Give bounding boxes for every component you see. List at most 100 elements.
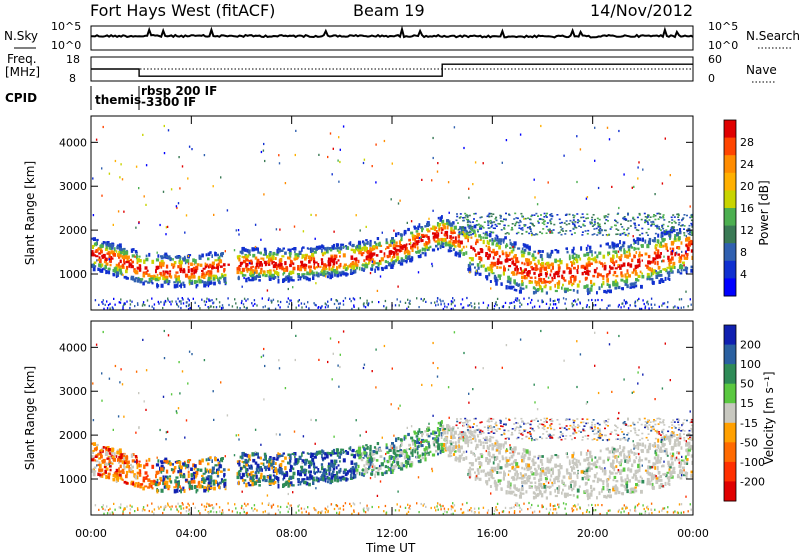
power-cell [193,280,197,285]
power-cell [150,277,154,280]
power-cell [509,246,512,249]
velocity-cell [624,459,627,463]
velocity-cell [488,458,491,463]
velocity-cell [346,470,349,475]
power-cell [213,301,215,304]
power-cell [545,280,548,284]
power-cell [114,303,116,306]
power-cell [469,304,471,307]
velocity-cell [404,452,408,457]
power-cell [123,303,125,306]
velocity-cell [155,474,157,479]
power-cell [663,255,665,258]
power-cell [474,233,477,238]
velocity-cell [532,462,536,467]
power-cell [596,291,598,295]
power-cell [296,257,298,261]
power-cell [120,163,122,166]
power-cell [521,279,524,282]
power-cell [181,165,184,168]
power-cell [144,272,147,275]
power-cell [513,279,516,284]
power-cell [299,267,303,272]
power-cell [646,217,649,219]
power-cell [506,232,509,234]
velocity-cell [565,492,569,497]
power-cell [268,271,272,275]
velocity-cell [242,464,245,468]
power-cell [425,300,427,303]
power-cell [107,267,111,271]
power-cell [543,279,547,284]
power-cell [461,298,464,301]
power-cell [215,306,218,309]
velocity-cell [521,459,525,463]
velocity-cell [207,470,210,474]
power-cell [197,305,200,308]
power-cell [491,238,494,242]
power-cell [207,257,210,261]
velocity-cell [485,480,489,484]
power-cell [569,276,572,280]
power-cell [662,217,665,219]
power-cell [294,153,296,157]
power-cell [363,242,365,246]
power-cell [675,251,678,254]
velocity-cell [685,443,689,447]
power-cell [600,262,603,265]
velocity-cell [478,461,482,465]
power-cell [569,269,572,274]
power-cell [620,223,622,226]
velocity-cell [107,472,111,476]
power-cell [131,260,134,264]
velocity-cell [544,477,548,481]
power-cell [334,247,338,250]
velocity-cell [190,477,194,481]
power-cell [207,278,210,281]
power-cell [203,281,207,284]
power-cell [182,302,185,305]
velocity-cell [256,463,260,469]
velocity-cell [258,484,261,487]
power-cell [552,307,554,310]
power-cell [257,247,259,252]
power-cell [482,264,485,267]
velocity-cell [659,461,661,464]
power-cell [615,260,618,263]
power-cell [570,233,573,236]
power-cell [512,270,515,274]
power-cell [99,244,102,249]
power-cell [349,262,353,266]
power-cell [145,203,147,206]
power-cell [254,302,256,306]
power-cell [272,251,276,255]
power-cell [547,229,550,231]
power-cell [507,224,510,227]
velocity-cell [366,455,369,460]
velocity-cell [505,456,508,460]
power-cell [165,255,169,258]
velocity-cell [538,478,541,482]
velocity-cell [321,453,323,458]
velocity-cell [531,458,535,463]
power-cell [690,231,693,233]
power-cell [287,287,289,291]
power-cell [478,302,480,305]
colorbar-swatch [724,225,736,244]
velocity-cell [620,476,623,481]
power-cell [164,270,168,274]
power-cell [465,214,468,216]
power-cell [263,247,267,251]
power-cell [118,268,122,272]
power-cell [154,278,158,282]
power-cell [676,229,679,231]
power-cell [646,300,649,303]
colorbar-tick-label: 16 [740,202,754,215]
power-cell [552,300,554,303]
power-cell [670,216,673,219]
power-cell [653,257,657,261]
power-cell [361,246,364,251]
velocity-cell [112,477,115,481]
velocity-cell [502,476,505,481]
velocity-cell [125,474,128,479]
